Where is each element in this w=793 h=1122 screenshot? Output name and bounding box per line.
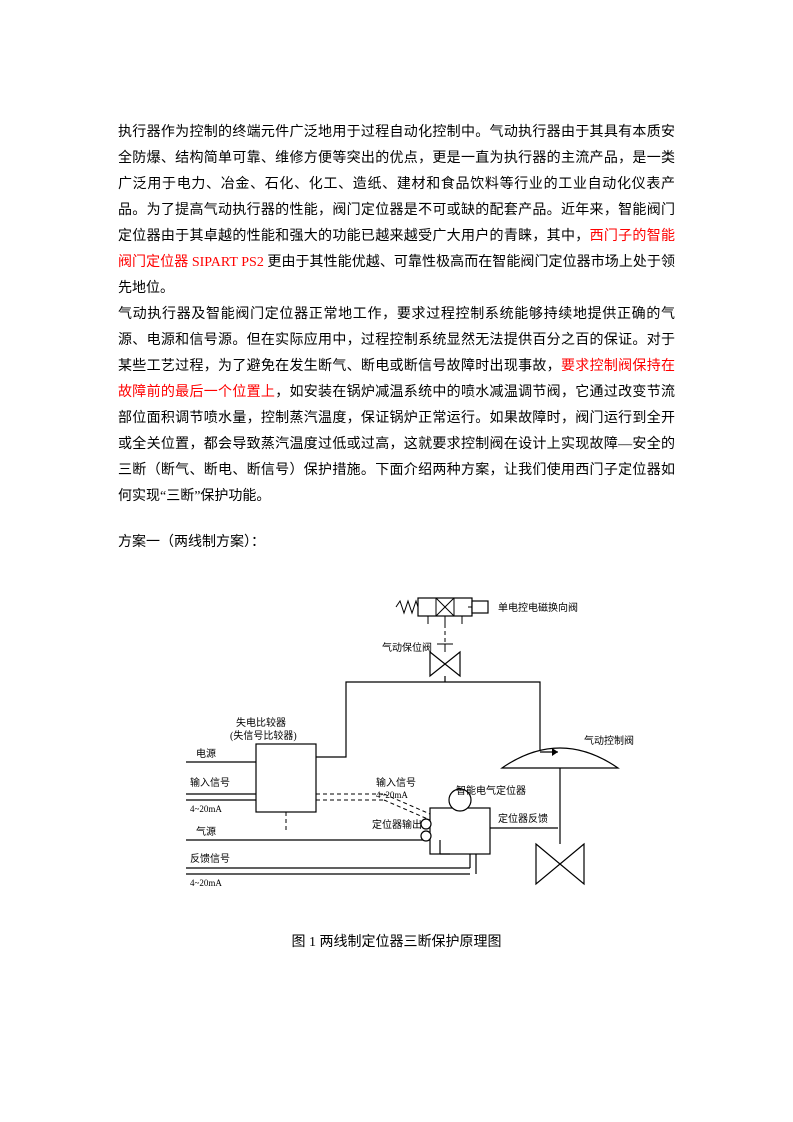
positioner-feedback-label: 定位器反馈: [498, 812, 548, 825]
plan-1-title: 方案一（两线制方案）：: [118, 530, 675, 556]
comparator-label-2: (失信号比较器): [230, 729, 297, 742]
input-signal-label-1: 输入信号: [190, 776, 230, 789]
paragraph-2: 气动执行器及智能阀门定位器正常地工作，要求过程控制系统能够持续地提供正确的气源、…: [118, 302, 675, 510]
comparator-block: [256, 744, 316, 812]
para2-text-c: ，如安装在锅炉减温系统中的喷水减温调节阀，它通过改变节流部位面积调节喷水量，控制…: [118, 385, 675, 504]
figure-1-diagram: 单电控电磁换向阀 气动保位阀 失电比较器: [118, 572, 675, 912]
smart-positioner-block: [430, 789, 490, 854]
power-label: 电源: [196, 747, 216, 760]
feedback-label-1: 反馈信号: [190, 852, 230, 865]
lock-valve-label: 气动保位阀: [382, 641, 432, 654]
comparator-label-1: 失电比较器: [236, 716, 286, 729]
smart-positioner-label: 智能电气定位器: [456, 784, 526, 797]
positioner-output-label: 定位器输出: [372, 818, 422, 831]
actuator-label: 气动控制阀: [584, 734, 634, 747]
input-signal-label-2: 4~20mA: [190, 804, 222, 814]
solenoid-label: 单电控电磁换向阀: [498, 601, 578, 614]
paragraph-1: 执行器作为控制的终端元件广泛地用于过程自动化控制中。气动执行器由于其具有本质安全…: [118, 120, 675, 302]
figure-1-caption: 图 1 两线制定位器三断保护原理图: [118, 930, 675, 956]
solenoid-valve-icon: [396, 598, 488, 624]
input-signal2-label-2: 4~20mA: [376, 790, 408, 800]
document-body: 执行器作为控制的终端元件广泛地用于过程自动化控制中。气动执行器由于其具有本质安全…: [118, 120, 675, 956]
air-source-label: 气源: [196, 825, 216, 838]
input-signal2-label-1: 输入信号: [376, 776, 416, 789]
para1-text-a: 执行器作为控制的终端元件广泛地用于过程自动化控制中。气动执行器由于其具有本质安全…: [118, 125, 675, 244]
feedback-label-2: 4~20mA: [190, 878, 222, 888]
lock-valve-icon: [430, 644, 460, 676]
